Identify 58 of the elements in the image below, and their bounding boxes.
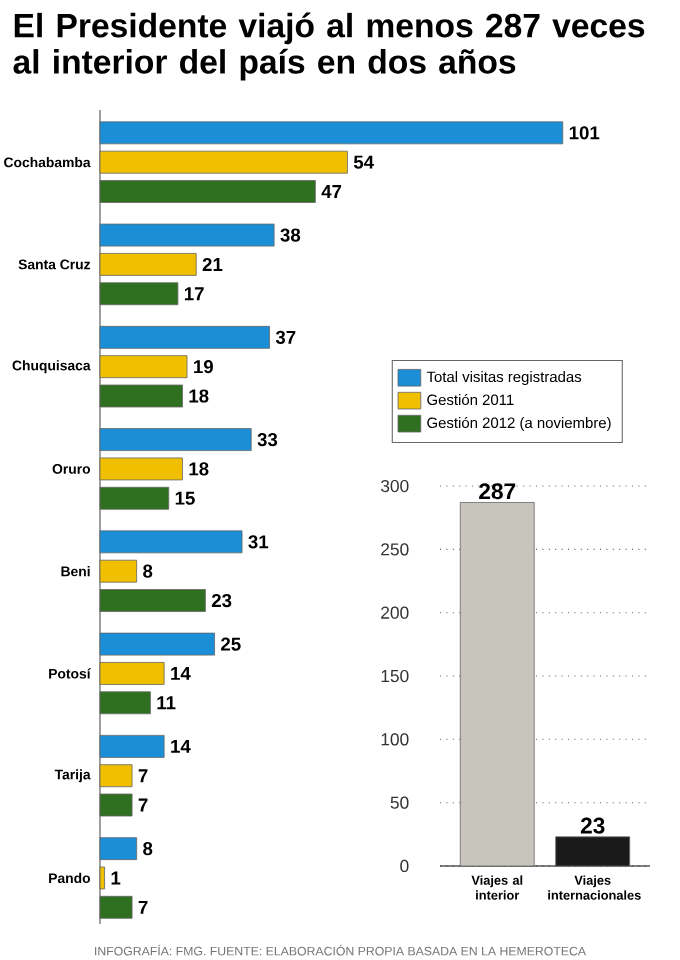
bar	[99, 384, 183, 408]
y-tick-label: 150	[381, 669, 409, 683]
y-tick-label: 200	[381, 606, 409, 619]
bar	[99, 121, 564, 145]
data-label: 54	[353, 155, 374, 169]
data-label: 8	[143, 842, 153, 856]
data-label: 23	[211, 593, 232, 608]
bar	[99, 691, 151, 715]
bar	[99, 764, 133, 788]
bar	[99, 837, 138, 861]
data-label: 47	[321, 185, 342, 198]
data-label: 7	[138, 798, 148, 812]
data-label: 17	[184, 287, 204, 301]
data-label: 1	[111, 871, 121, 885]
bar	[99, 457, 183, 481]
data-label: 19	[194, 360, 213, 374]
bar	[99, 662, 165, 685]
data-label: 18	[189, 389, 209, 403]
bar	[99, 486, 170, 510]
bar	[99, 559, 138, 583]
data-label: 11	[157, 696, 176, 710]
data-label: 18	[189, 462, 209, 476]
y-tick-label: 250	[381, 543, 409, 556]
bar	[99, 895, 133, 919]
data-label: 21	[202, 257, 223, 271]
data-label: 33	[257, 433, 278, 447]
data-label: 14	[171, 667, 191, 680]
data-label: 23	[580, 817, 605, 834]
chart-title: El Presidente viajó al menos 287 veces al interior del país en dos años	[13, 12, 645, 81]
bar	[99, 253, 197, 276]
data-label: 14	[171, 739, 191, 753]
y-tick-label: 0	[400, 859, 409, 873]
bar	[99, 180, 316, 203]
bar	[99, 589, 206, 612]
data-label: 15	[175, 491, 195, 505]
data-label: 25	[221, 637, 241, 651]
bar	[99, 734, 165, 758]
bar	[99, 530, 243, 554]
data-label: 31	[248, 535, 269, 549]
data-label: 7	[138, 769, 148, 783]
bar	[99, 428, 252, 452]
data-label: 7	[138, 900, 148, 914]
bar	[99, 325, 270, 349]
data-label: 38	[280, 228, 301, 242]
bar	[99, 866, 105, 890]
y-tick-label: 50	[390, 796, 409, 809]
y-tick-label: 300	[380, 479, 409, 493]
bar	[99, 223, 275, 247]
data-label: 287	[479, 483, 516, 500]
bar	[99, 150, 348, 174]
bar	[99, 632, 215, 656]
y-tick-label: 100	[381, 733, 409, 746]
data-label: 101	[569, 126, 600, 140]
bar	[99, 355, 188, 379]
bar	[99, 793, 133, 817]
data-label: 37	[275, 330, 296, 344]
data-label: 8	[143, 564, 153, 578]
bar	[99, 282, 179, 306]
